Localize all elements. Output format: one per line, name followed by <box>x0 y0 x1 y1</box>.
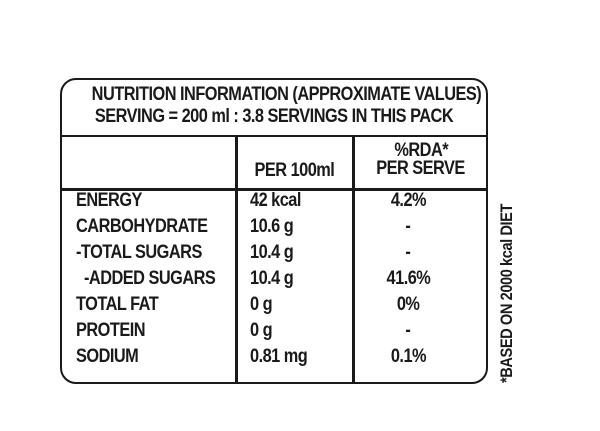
nutrient-name: SODIUM <box>76 346 139 367</box>
nutrient-per100-value: 10.4 g <box>250 268 294 289</box>
rda-footnote: *BASED ON 2000 kcal DIET <box>497 203 516 383</box>
nutrient-rda-value: - <box>405 216 411 237</box>
label-header: NUTRITION INFORMATION (APPROXIMATE VALUE… <box>62 80 486 137</box>
nutrient-per100-value: 0.81 mg <box>250 346 308 367</box>
nutrient-name: CARBOHYDRATE <box>76 216 208 237</box>
nutrient-rda-value: 0.1% <box>390 346 426 367</box>
nutrient-per100-value: 0 g <box>250 294 273 315</box>
serving-info: SERVING = 200 ml : 3.8 SERVINGS IN THIS … <box>94 106 454 127</box>
nutrient-rda-value: - <box>405 320 411 341</box>
column-divider <box>352 137 355 382</box>
nutrition-label-panel: NUTRITION INFORMATION (APPROXIMATE VALUE… <box>60 78 488 384</box>
nutrient-per100-value: 10.6 g <box>250 216 294 237</box>
column-header-rda: %RDA* PER SERVE <box>376 140 466 179</box>
nutrient-name: -TOTAL SUGARS <box>76 242 202 263</box>
nutrient-per100-value: 0 g <box>250 320 273 341</box>
column-header-per100: PER 100ml <box>254 160 335 181</box>
nutrient-rda-value: 4.2% <box>390 190 426 211</box>
label-title: NUTRITION INFORMATION (APPROXIMATE VALUE… <box>91 84 482 105</box>
column-divider <box>235 137 238 382</box>
nutrient-name: TOTAL FAT <box>76 294 159 315</box>
nutrient-per100-value: 10.4 g <box>250 242 294 263</box>
row-divider <box>62 188 486 191</box>
nutrient-rda-value: 0% <box>396 294 420 315</box>
nutrient-rda-value: 41.6% <box>386 268 430 289</box>
nutrient-name: PROTEIN <box>76 320 146 341</box>
nutrient-name: -ADDED SUGARS <box>84 268 216 289</box>
nutrient-name: ENERGY <box>76 190 142 211</box>
nutrient-rda-value: - <box>405 242 411 263</box>
nutrient-per100-value: 42 kcal <box>250 190 301 211</box>
